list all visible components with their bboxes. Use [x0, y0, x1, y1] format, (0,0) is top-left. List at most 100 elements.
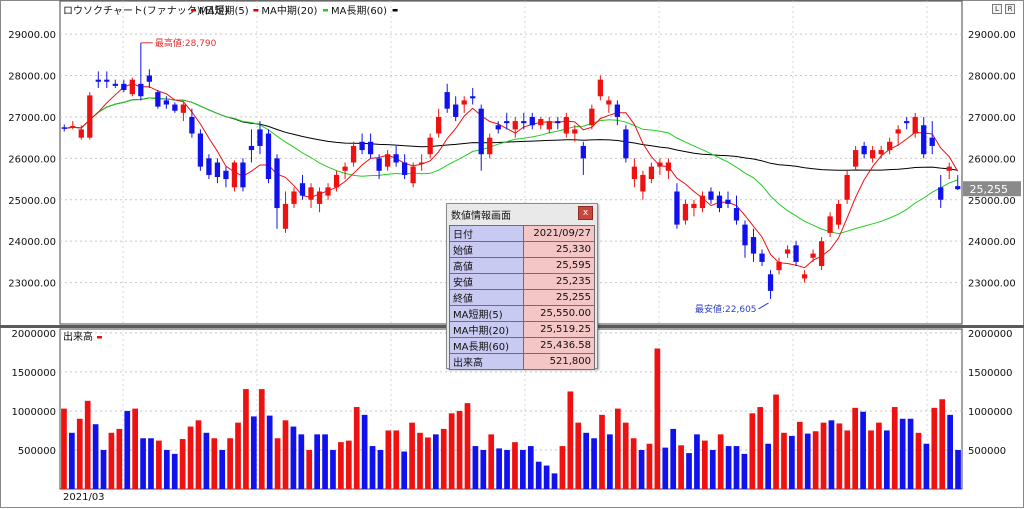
volume-bar [535, 461, 542, 489]
popup-row-value: 25,330 [523, 241, 595, 258]
volume-bar [322, 434, 328, 489]
volume-bar [298, 434, 305, 489]
candle-body [716, 195, 723, 209]
candle-body [248, 145, 255, 151]
volume-bar [559, 446, 566, 489]
volume-bar [393, 430, 400, 489]
volume-bar [369, 446, 376, 489]
volume-bar [583, 432, 590, 489]
high-annotation: 最高値:28,790 [155, 37, 217, 49]
candle-body [733, 208, 740, 221]
candle-body [453, 104, 459, 117]
y-tick-label: 27000.00 [8, 113, 56, 124]
candle-body [78, 129, 84, 138]
volume-bar [432, 434, 439, 489]
candle-body [529, 116, 535, 126]
y-tick-label: 28000.00 [8, 72, 56, 83]
popup-row-key: 出来高 [449, 353, 524, 370]
volume-bar [235, 422, 241, 489]
candle-body [759, 253, 765, 262]
y-tick-label: 29000.00 [8, 30, 56, 41]
candle-body [725, 199, 731, 204]
volume-bar [670, 428, 677, 489]
volume-bar [187, 426, 194, 489]
popup-row: 終値 25,255 [449, 289, 595, 306]
candle-body [410, 166, 416, 184]
volume-bar [749, 413, 756, 489]
volume-bar [947, 414, 953, 489]
volume-bar [614, 408, 621, 489]
popup-row: 出来高 521,800 [449, 353, 595, 370]
volume-bar [243, 389, 249, 489]
volume-bar [899, 418, 906, 489]
candle-body [342, 166, 348, 171]
volume-bar [891, 407, 898, 489]
volume-bar [274, 438, 281, 489]
volume-bar [156, 440, 162, 489]
legend-label: MA短期(5) [199, 4, 249, 17]
candle-body [878, 150, 884, 155]
candle-body [504, 121, 510, 124]
volume-bar [955, 449, 961, 489]
candle-body [401, 162, 408, 175]
popup-row-value: 25,595 [523, 257, 595, 274]
y-tick-label: 26000.00 [8, 154, 56, 165]
candle-body [648, 166, 655, 180]
candle-body [580, 145, 586, 159]
volume-bar [844, 430, 851, 489]
candle-body [146, 75, 152, 82]
popup-row-key: MA中期(20) [449, 321, 524, 338]
candle-body [818, 241, 825, 267]
close-icon[interactable]: x [578, 206, 593, 220]
candle-body [419, 162, 425, 164]
candle-body [631, 166, 638, 180]
y-tick-label-right: 28000.00 [968, 72, 1016, 83]
volume-bar [140, 438, 146, 489]
volume-bar [496, 448, 502, 489]
candle-body [597, 79, 603, 97]
volume-bar [804, 433, 811, 489]
volume-tick-label: 2000000 [11, 329, 56, 340]
popup-row-value: 25,550.00 [523, 305, 595, 322]
volume-bar [480, 449, 487, 489]
candle-body [810, 253, 816, 258]
volume-bar [116, 428, 123, 489]
volume-bar [876, 422, 882, 489]
volume-bar [92, 424, 99, 489]
candle-body [316, 191, 323, 204]
candle-body [614, 104, 621, 117]
volume-tick-label-right: 500000 [968, 446, 1006, 457]
volume-bar [741, 453, 748, 489]
candle-body [563, 116, 569, 134]
popup-row: MA中期(20) 25,519.25 [449, 321, 595, 338]
volume-bar [132, 408, 139, 489]
volume-bar [425, 437, 431, 489]
popup-row-key: 日付 [449, 225, 524, 242]
scroll-right-button[interactable]: R [1005, 4, 1015, 14]
popup-row-value: 25,235 [523, 273, 595, 290]
candle-body [87, 95, 93, 138]
candle-body [538, 119, 544, 126]
candle-body [299, 183, 306, 196]
volume-tick-label: 1500000 [11, 368, 56, 379]
volume-bar [599, 414, 605, 489]
volume-bar [148, 438, 154, 489]
y-tick-label-right: 24000.00 [968, 237, 1016, 248]
scroll-left-button[interactable]: L [992, 4, 1002, 14]
volume-bar [330, 449, 336, 489]
candle-body [546, 121, 552, 130]
value-info-popup[interactable]: 数値情報画面 x 日付 2021/09/27 始値 25,330 高値 25,595 安値 2… [446, 203, 598, 370]
candle-body [895, 129, 901, 134]
candle-body [487, 137, 493, 155]
popup-row: 高値 25,595 [449, 257, 595, 274]
volume-bar [314, 434, 320, 489]
candle-body [657, 162, 663, 167]
candle-body [95, 79, 101, 82]
volume-bar [258, 389, 265, 489]
volume-bar [195, 420, 202, 489]
popup-row: 日付 2021/09/27 [449, 225, 595, 242]
volume-bar [76, 418, 83, 489]
volume-bar [622, 422, 629, 489]
volume-bar [939, 399, 946, 489]
